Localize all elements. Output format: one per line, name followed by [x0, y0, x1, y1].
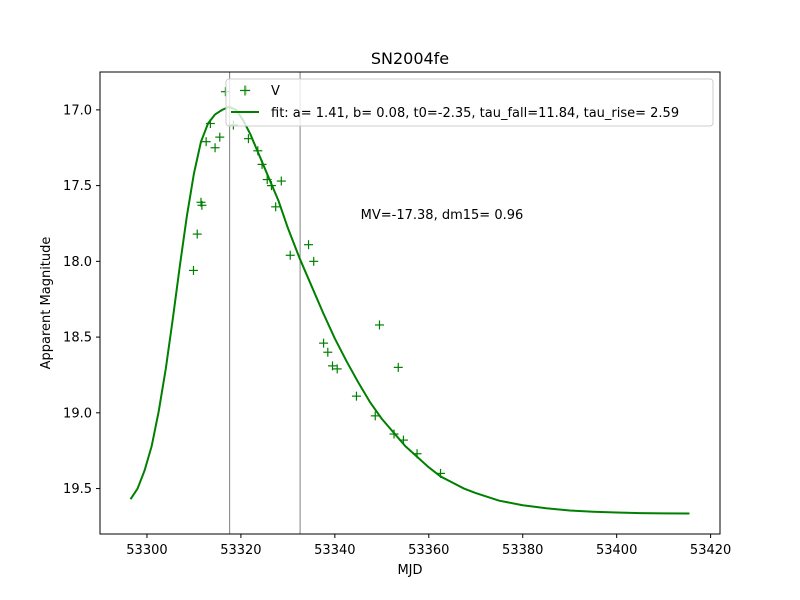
fit-curve: [129, 105, 690, 515]
data-point: [374, 320, 384, 330]
plot-frame: [99, 71, 721, 535]
vertical-markers: [229, 72, 301, 534]
data-point: [201, 137, 211, 147]
x-tick-label: 53420: [690, 543, 731, 558]
data-point: [215, 132, 225, 142]
y-axis-label: Apparent Magnitude: [39, 237, 54, 370]
x-tick-label: 53300: [126, 543, 167, 558]
y-axis-ticks: 17.0 17.5 18.0 18.5 19.0 19.5: [63, 103, 100, 497]
data-point: [205, 119, 215, 129]
data-point: [285, 250, 295, 260]
data-point: [257, 159, 267, 169]
data-point: [436, 468, 446, 478]
data-point: [370, 411, 380, 421]
data-point: [197, 200, 207, 210]
y-tick-label: 17.0: [63, 103, 92, 118]
x-tick-label: 53340: [314, 543, 355, 558]
data-point: [351, 391, 361, 401]
data-point: [412, 449, 422, 459]
x-tick-label: 53360: [408, 543, 449, 558]
data-point: [210, 143, 220, 153]
x-tick-label: 53380: [502, 543, 543, 558]
legend-box: [225, 78, 714, 127]
legend-label-fit: fit: a= 1.41, b= 0.08, t0=-2.35, tau_fal…: [271, 106, 679, 121]
y-tick-label: 17.5: [63, 179, 92, 194]
data-point: [262, 175, 272, 185]
legend-marker-plus: [240, 85, 250, 96]
data-point: [323, 347, 333, 357]
fit-curve-layer: [129, 105, 690, 515]
x-tick-label: 53400: [596, 543, 637, 558]
data-point: [319, 338, 329, 348]
legend: V fit: a= 1.41, b= 0.08, t0=-2.35, tau_f…: [225, 78, 714, 127]
data-point: [393, 362, 403, 372]
data-point: [188, 265, 198, 275]
data-point: [389, 429, 399, 439]
data-point: [398, 435, 408, 445]
data-point: [276, 176, 286, 186]
data-point: [271, 202, 281, 212]
y-tick-label: 18.0: [63, 255, 92, 270]
data-point: [243, 134, 253, 144]
data-point: [253, 146, 263, 156]
annotation-text: MV=-17.38, dm15= 0.96: [361, 208, 524, 223]
x-axis-label: MJD: [397, 563, 422, 578]
data-point: [192, 229, 202, 239]
data-point: [309, 256, 319, 266]
data-point: [332, 364, 342, 374]
data-point: [266, 181, 276, 191]
chart-title: SN2004fe: [371, 49, 449, 68]
x-axis-ticks: 53300 53320 53340 53360 53380 53400 53420: [126, 534, 731, 558]
y-tick-label: 19.5: [63, 482, 92, 497]
y-tick-label: 18.5: [63, 331, 92, 346]
data-point: [328, 361, 337, 371]
legend-label-v: V: [271, 84, 280, 99]
y-tick-label: 19.0: [63, 406, 92, 421]
data-point: [304, 240, 314, 250]
x-tick-label: 53320: [220, 543, 261, 558]
